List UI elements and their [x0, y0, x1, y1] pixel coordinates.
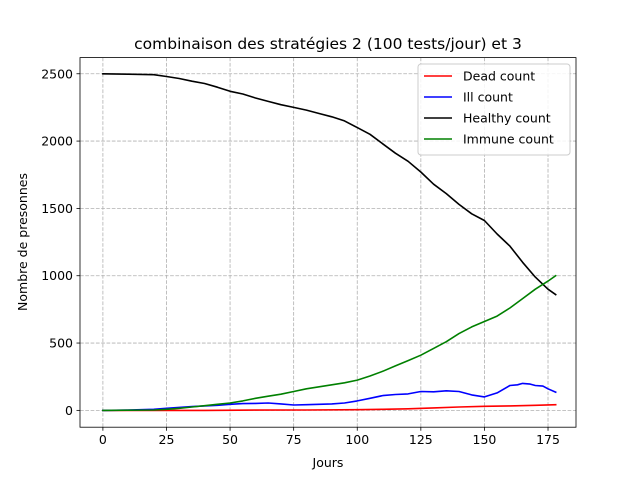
y-tick-label: 2500 [41, 66, 73, 81]
y-tick-label: 0 [65, 403, 73, 418]
y-tick-label: 2000 [41, 134, 73, 149]
plot-frame [79, 57, 577, 428]
x-tick-label: 175 [536, 432, 560, 447]
x-axis-label: Jours [312, 455, 344, 470]
legend-label-dead-count: Dead count [463, 69, 535, 84]
x-tick-label: 150 [473, 432, 497, 447]
x-tick-label: 125 [409, 432, 433, 447]
series-line-immune-count [102, 274, 557, 412]
series-lines [102, 72, 557, 412]
chart-title: combinaison des stratégies 2 (100 tests/… [134, 35, 522, 53]
series-line-healthy-count [102, 72, 557, 296]
x-tick-label: 50 [222, 432, 238, 447]
y-tick-label: 1000 [41, 268, 73, 283]
y-axis-label: Nombre de presonnes [15, 173, 30, 311]
y-tick-label: 500 [49, 336, 73, 351]
y-tick-label: 1500 [41, 201, 73, 216]
legend-label-immune-count: Immune count [463, 132, 554, 147]
legend-label-healthy-count: Healthy count [463, 111, 551, 126]
x-tick-label: 75 [286, 432, 302, 447]
series-line-dead-count [102, 403, 557, 412]
x-tick-label: 0 [99, 432, 107, 447]
axis-ticks: 0 25 50 75 100 125 150 175 0 500 1000 1500 2000 2500 [41, 66, 560, 447]
x-tick-label: 100 [345, 432, 369, 447]
legend-label-ill-count: Ill count [463, 90, 513, 105]
legend: Dead count Ill count Healthy count Immune c… [417, 63, 571, 156]
legend-box [417, 63, 571, 156]
x-tick-label: 25 [159, 432, 175, 447]
